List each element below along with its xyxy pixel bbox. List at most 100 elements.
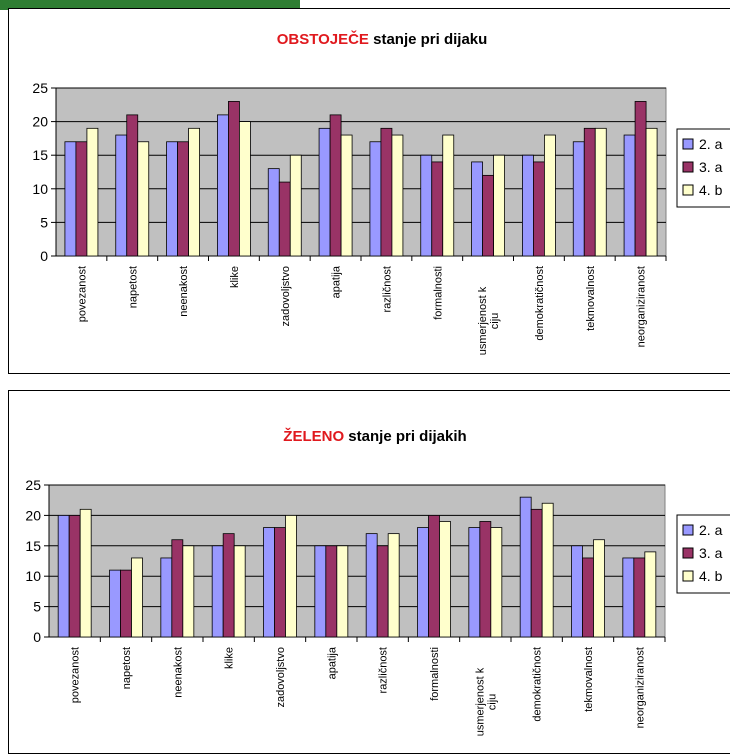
svg-text:povezanost: povezanost (70, 647, 82, 703)
y-tick-label: 5 (40, 214, 48, 230)
svg-text:usmerjenost kciju: usmerjenost kciju (474, 667, 498, 736)
legend: 2. a 3. a 4. b (676, 514, 730, 594)
bar-1-11 (571, 545, 583, 638)
svg-text:različnost: različnost (378, 647, 390, 693)
category-label: tekmovalnost (583, 647, 595, 712)
bar-1-5 (263, 527, 275, 638)
chart-title-rest: stanje pri dijakih (344, 428, 467, 445)
category-label: klike (229, 266, 241, 288)
header-strip (0, 0, 300, 10)
bar-1-12 (623, 134, 636, 257)
bar-1-7 (369, 141, 382, 257)
bar-2-1 (75, 141, 88, 257)
bar-2-4 (228, 101, 240, 257)
category-label: neorganiziranost (634, 647, 646, 728)
chart-title-highlight: ŽELENO (283, 427, 344, 445)
chart-title-rest: stanje pri dijaku (369, 31, 487, 48)
bar-3-4 (233, 545, 246, 638)
bar-1-10 (522, 154, 534, 257)
bar-1-2 (109, 569, 121, 638)
svg-text:klike: klike (229, 266, 241, 288)
bar-3-7 (387, 533, 400, 638)
bar-3-2 (131, 557, 143, 638)
svg-text:demokratičnost: demokratičnost (532, 647, 544, 722)
legend-swatch (682, 524, 694, 536)
bar-1-2 (115, 134, 128, 257)
category-label: različnost (381, 266, 393, 312)
y-tick-label: 15 (25, 538, 41, 554)
svg-text:neenakost: neenakost (172, 647, 184, 698)
y-tick-label: 25 (25, 477, 41, 493)
legend-label: 2. a (699, 136, 723, 152)
legend-label: 4. b (699, 182, 723, 198)
y-tick-label: 15 (32, 147, 48, 163)
category-label: neorganiziranost (636, 266, 648, 347)
bar-2-6 (329, 114, 342, 257)
chart-title-highlight: OBSTOJEČE (277, 30, 369, 48)
category-label: formalnosti (429, 647, 441, 701)
plot-area (55, 87, 667, 257)
bar-2-7 (376, 545, 389, 638)
bar-3-9 (490, 527, 503, 638)
chart-current-state-svg: OBSTOJEČE stanje pri dijaku 0 5 10 15 20 25 pov… (32, 30, 730, 355)
chart-current-state: OBSTOJEČE stanje pri dijaku 0 5 10 15 20 25 pov… (8, 8, 730, 374)
category-label: usmerjenost kciju (474, 667, 498, 736)
bar-1-11 (572, 141, 585, 257)
bar-1-3 (160, 557, 173, 638)
bar-3-3 (182, 545, 195, 638)
bar-2-12 (634, 101, 647, 257)
bar-1-1 (57, 515, 70, 638)
legend: 2. a 3. a 4. b (676, 128, 730, 208)
bar-2-11 (583, 127, 596, 257)
svg-text:klike: klike (224, 647, 236, 669)
bar-1-9 (468, 527, 481, 638)
bar-2-3 (177, 141, 189, 257)
bar-2-9 (479, 521, 492, 638)
bar-2-2 (126, 114, 139, 257)
bar-3-10 (544, 134, 556, 257)
bar-3-11 (594, 127, 607, 257)
bar-1-4 (217, 114, 229, 257)
svg-text:neorganiziranost: neorganiziranost (634, 647, 646, 728)
svg-text:povezanost: povezanost (76, 266, 88, 322)
bar-2-6 (325, 545, 338, 638)
bar-2-1 (68, 515, 81, 638)
bar-1-1 (64, 141, 77, 257)
bar-3-1 (86, 127, 99, 257)
legend-swatch (682, 138, 694, 150)
chart-title: OBSTOJEČE stanje pri dijaku (277, 30, 488, 48)
svg-text:zadovoljstvo: zadovoljstvo (280, 266, 292, 327)
y-tick-label: 5 (33, 599, 41, 615)
bar-2-10 (530, 508, 543, 638)
legend-label: 2. a (699, 522, 723, 538)
bar-2-7 (380, 127, 393, 257)
bar-2-8 (428, 515, 440, 638)
svg-text:zadovoljstvo: zadovoljstvo (275, 647, 287, 708)
bar-2-2 (120, 569, 132, 638)
category-label: napetost (121, 647, 133, 689)
svg-text:tekmovalnost: tekmovalnost (585, 266, 597, 331)
bar-2-8 (431, 161, 444, 257)
bar-1-3 (166, 141, 178, 257)
category-label: klike (224, 647, 236, 669)
category-label: apatija (326, 646, 338, 679)
bar-2-4 (222, 533, 235, 638)
bar-3-4 (239, 121, 251, 257)
bar-1-9 (471, 161, 483, 257)
svg-text:formalnosti: formalnosti (429, 647, 441, 701)
y-tick-label: 10 (25, 568, 41, 584)
chart-desired-state-svg: ŽELENO stanje pri dijakih 0 5 10 15 20 25 povez… (25, 427, 730, 736)
legend-swatch (682, 161, 694, 173)
legend-label: 4. b (699, 568, 723, 584)
bar-3-11 (593, 539, 605, 638)
category-label: neenakost (172, 647, 184, 698)
svg-text:apatija: apatija (326, 646, 338, 679)
category-label: formalnosti (432, 266, 444, 320)
bar-2-11 (582, 557, 594, 638)
chart-title: ŽELENO stanje pri dijakih (283, 427, 466, 445)
y-tick-label: 20 (32, 114, 48, 130)
svg-text:usmerjenost kciju: usmerjenost kciju (477, 286, 501, 355)
category-label: napetost (127, 266, 139, 308)
bar-2-5 (278, 181, 291, 257)
category-label: različnost (378, 647, 390, 693)
